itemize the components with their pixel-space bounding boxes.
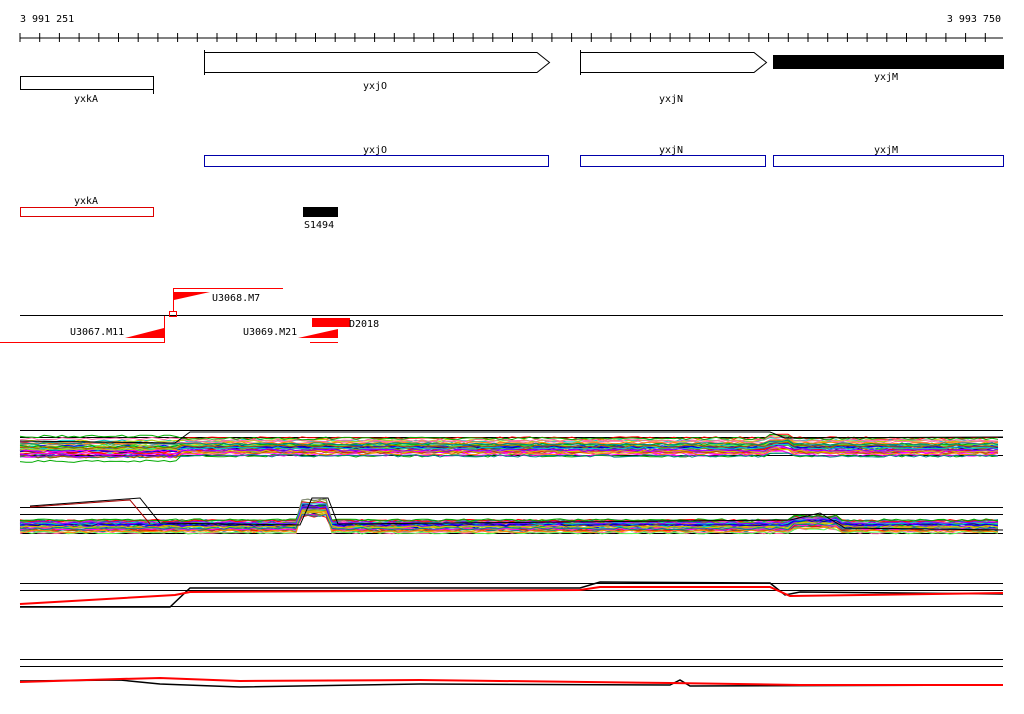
marker-D2018[interactable]: D2018 [312, 318, 379, 330]
gene-yxjO[interactable]: yxjO [204, 50, 551, 92]
gene-label: yxjN [659, 94, 683, 105]
profile-panel-3 [19, 581, 1004, 608]
marker-U3069-M21[interactable]: U3069.M21 [243, 327, 338, 343]
profile-line [29, 499, 151, 525]
marker-box [169, 311, 177, 317]
feature-S1494[interactable]: S1494 [303, 207, 338, 231]
profile-line [19, 450, 999, 459]
profile-line [19, 514, 999, 531]
annotation-label: yxkA [74, 196, 98, 207]
profile-line [19, 497, 998, 523]
marker-label: D2018 [349, 319, 379, 330]
profile-panel-4 [19, 659, 1004, 688]
profile-line [19, 435, 999, 443]
marker-box [312, 318, 350, 327]
gene-arrow [580, 52, 768, 73]
profile-line [29, 497, 1004, 531]
coordinate-ruler: 3 991 251 3 993 750 [19, 14, 1003, 42]
profile-line [19, 441, 999, 450]
gene-yxjM[interactable]: yxjM [773, 55, 1004, 83]
annotation-track: yxjO yxjN yxjM yxkA S1494 [20, 145, 1004, 231]
profile-lines [19, 431, 1004, 463]
gene-label: yxjM [874, 72, 898, 83]
gene-track: yxkA yxjO yxjN yxjM [20, 50, 1004, 106]
profile-line [19, 452, 999, 459]
ruler-ticks [19, 33, 986, 42]
annotation-yxjN[interactable]: yxjN [580, 145, 766, 167]
marker-flag [125, 328, 164, 338]
marker-U3068-M7[interactable]: U3068.M7 [169, 288, 284, 317]
annotation-box [204, 155, 549, 167]
profile-line [19, 439, 999, 446]
profile-line [19, 443, 999, 451]
gene-yxjN[interactable]: yxjN [580, 50, 768, 105]
profile-line [19, 504, 999, 527]
annotation-box [20, 207, 154, 217]
profile-line [19, 505, 999, 525]
gene-yxkA[interactable]: yxkA [20, 76, 154, 106]
profile-line [19, 586, 1004, 605]
profile-line [19, 446, 999, 454]
profile-line [19, 676, 1003, 686]
marker-flag [174, 292, 210, 300]
profile-lines [19, 497, 1004, 535]
marker-label: U3069.M21 [243, 327, 297, 338]
feature-box [303, 207, 338, 217]
profile-line [19, 445, 999, 458]
feature-label: S1494 [304, 220, 334, 231]
marker-track: U3068.M7 U3067.M11 U3069.M21 D2018 [0, 288, 1003, 343]
gene-box-filled [773, 55, 1004, 69]
annotation-yxjO[interactable]: yxjO [204, 145, 549, 167]
ruler-end-coordinate: 3 993 750 [947, 14, 1001, 25]
marker-U3067-M11[interactable]: U3067.M11 [0, 316, 165, 343]
profile-lines [19, 676, 1004, 688]
annotation-label: yxjO [363, 145, 387, 156]
marker-flag [298, 329, 338, 338]
profile-line [19, 431, 1004, 444]
annotation-box [773, 155, 1004, 167]
annotation-yxkA[interactable]: yxkA [20, 196, 154, 217]
annotation-label: yxjM [874, 145, 898, 156]
gene-box [20, 76, 154, 90]
marker-label: U3068.M7 [212, 293, 260, 304]
marker-label: U3067.M11 [70, 327, 124, 338]
gene-arrow [204, 52, 551, 73]
annotation-box [580, 155, 766, 167]
profile-line [19, 513, 999, 531]
profile-line [19, 448, 999, 459]
profile-lines [19, 581, 1004, 608]
profile-line [19, 498, 999, 523]
profile-panel-2 [19, 497, 1004, 535]
annotation-yxjM[interactable]: yxjM [773, 145, 1004, 167]
profile-line [19, 505, 999, 522]
annotation-label: yxjN [659, 145, 683, 156]
profile-line [19, 510, 999, 534]
gene-label: yxjO [363, 81, 387, 92]
profile-line [19, 437, 999, 445]
profile-panel-1 [19, 430, 1004, 463]
ruler-start-coordinate: 3 991 251 [20, 14, 74, 25]
gene-label: yxkA [74, 94, 98, 105]
profile-line [20, 581, 1004, 608]
